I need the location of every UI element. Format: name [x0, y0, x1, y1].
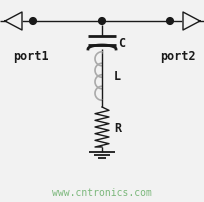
Text: C: C: [118, 37, 124, 50]
Text: port2: port2: [159, 50, 195, 63]
Circle shape: [98, 18, 105, 25]
Circle shape: [166, 18, 173, 25]
Circle shape: [29, 18, 36, 25]
Text: port1: port1: [13, 50, 49, 63]
Polygon shape: [182, 13, 199, 31]
Polygon shape: [5, 13, 22, 31]
Text: www.cntronics.com: www.cntronics.com: [52, 187, 151, 197]
Text: R: R: [113, 121, 121, 134]
Text: L: L: [113, 70, 121, 83]
